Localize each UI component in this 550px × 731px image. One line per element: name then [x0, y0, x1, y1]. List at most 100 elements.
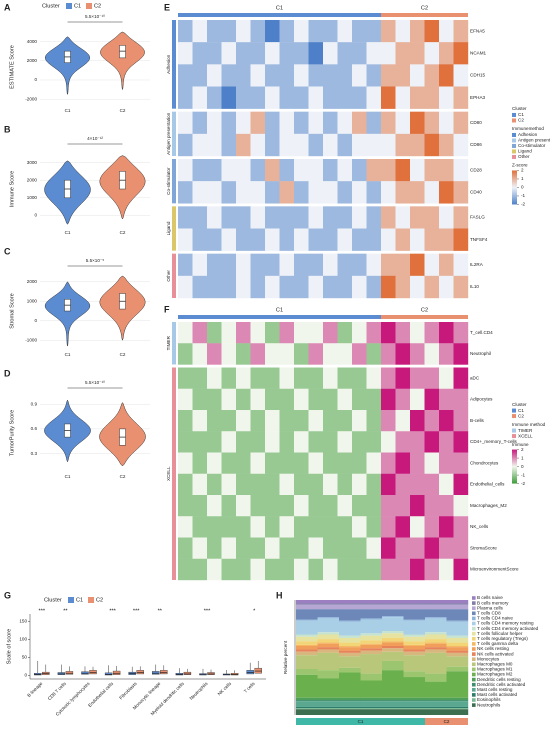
panel-label: G — [4, 590, 11, 600]
heat-cell — [236, 111, 251, 135]
heat-cell — [410, 159, 425, 182]
heat-cell — [236, 367, 251, 389]
bar-segment — [403, 655, 426, 672]
heat-cell — [207, 64, 222, 87]
heat-cell — [250, 431, 266, 453]
heat-cell — [395, 86, 411, 109]
heat-cell — [424, 516, 440, 538]
row-label: TNFSF4 — [470, 237, 488, 242]
row-label: CD86 — [470, 142, 482, 147]
heat-cell — [279, 228, 295, 251]
heat-cell — [192, 558, 208, 581]
heat-cell — [192, 388, 208, 411]
heat-cell — [453, 86, 469, 109]
bar-segment — [339, 650, 361, 653]
heat-cell — [323, 228, 338, 251]
bar-segment — [317, 609, 340, 618]
x-tick-label: Endothelial cells — [87, 681, 115, 709]
heat-cell — [439, 410, 454, 432]
heat-cell — [352, 42, 367, 65]
y-tick-label: 3000 — [27, 160, 38, 165]
heat-cell — [366, 42, 382, 65]
y-tick-label: 0 — [24, 673, 27, 678]
heat-cell — [265, 431, 280, 453]
heat-cell — [178, 86, 193, 109]
y-axis-label: Immune Score — [9, 171, 15, 207]
heat-cell — [366, 558, 382, 581]
heat-cell — [207, 431, 222, 453]
row-label: IL10 — [470, 284, 479, 289]
y-tick-label: 100 — [19, 636, 27, 641]
heat-cell — [265, 228, 280, 251]
legend-label: Co-stimulator — [518, 143, 546, 148]
heat-cell — [381, 159, 396, 182]
x-tick-label: C1 — [65, 352, 71, 357]
heat-cell — [178, 410, 193, 432]
heat-cell — [192, 367, 208, 389]
significance: ** — [63, 608, 68, 614]
heat-cell — [366, 410, 382, 432]
heat-cell — [453, 181, 469, 204]
heat-cell — [192, 322, 208, 344]
heat-cell — [395, 133, 411, 157]
box — [104, 672, 113, 676]
heat-cell — [192, 228, 208, 251]
legend-label: T cells CD4 naive — [477, 616, 513, 621]
y-tick-label: 0 — [34, 318, 37, 323]
heat-cell — [381, 275, 396, 299]
heat-cell — [395, 181, 411, 204]
heat-cell — [381, 537, 396, 559]
row-label: StromaScore — [470, 545, 497, 550]
panel-label: B — [4, 124, 11, 134]
heat-cell — [395, 516, 411, 538]
bar-segment — [339, 667, 361, 673]
bar-segment — [403, 604, 426, 610]
heat-cell — [453, 206, 469, 229]
colorbar-label: -1 — [521, 472, 526, 477]
legend-title: Immune — [512, 442, 529, 447]
heat-cell — [265, 452, 280, 474]
heat-cell — [308, 275, 324, 299]
heat-cell — [424, 537, 440, 559]
heat-cell — [308, 495, 324, 517]
bar-segment — [317, 706, 340, 709]
heat-cell — [250, 86, 266, 109]
heat-cell — [221, 20, 237, 43]
legend-swatch — [472, 611, 476, 616]
bar-segment — [403, 701, 426, 707]
legend-title: Cluster — [42, 3, 60, 9]
heat-cell — [294, 228, 309, 251]
legend-title: Z-score — [512, 163, 528, 168]
heat-cell — [352, 253, 367, 277]
heat-cell — [424, 275, 440, 299]
heat-cell — [381, 181, 396, 204]
bar-segment — [317, 600, 340, 604]
bar-segment — [296, 634, 318, 637]
heat-cell — [279, 253, 295, 277]
row-label: Macrophages_M2 — [470, 503, 507, 508]
legend-swatch — [472, 601, 476, 605]
bar-segment — [360, 600, 383, 604]
legend-title: Immunemethod — [512, 126, 544, 131]
bar-segment — [360, 609, 383, 619]
heat-cell — [279, 343, 295, 365]
heat-cell — [236, 42, 251, 65]
row-label: NCAM1 — [470, 50, 487, 55]
legend-label: Antigen presentation — [518, 138, 550, 143]
bar-segment — [317, 603, 340, 605]
group-bar — [172, 20, 176, 109]
heat-cell — [395, 558, 411, 581]
bar-segment — [339, 701, 361, 707]
heat-cell — [250, 558, 266, 581]
heat-cell — [439, 133, 454, 157]
bar-segment — [317, 652, 340, 671]
heat-cell — [178, 181, 193, 204]
heat-cell — [323, 452, 338, 474]
bar-segment — [446, 656, 469, 667]
heat-cell — [279, 495, 295, 517]
heat-cell — [366, 181, 382, 204]
heat-cell — [337, 206, 353, 229]
heat-cell — [352, 111, 367, 135]
bar-segment — [425, 639, 447, 643]
row-label: EPHA3 — [470, 95, 486, 100]
